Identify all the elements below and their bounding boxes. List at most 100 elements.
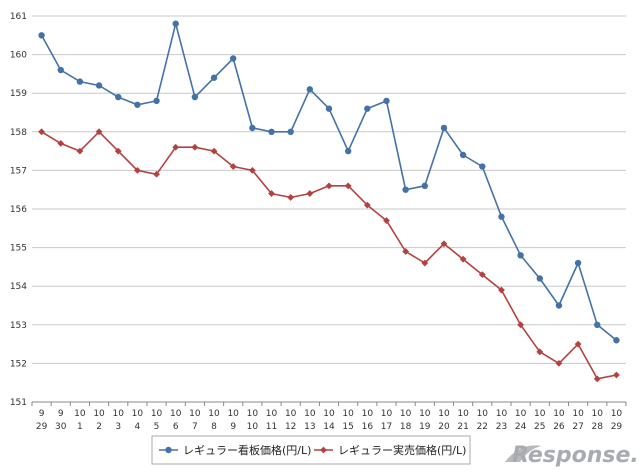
x-tick-label-day: 18 (400, 422, 412, 432)
x-tick-label-day: 21 (457, 422, 468, 432)
x-tick-label-month: 10 (400, 409, 412, 419)
x-tick-label-day: 2 (96, 422, 102, 432)
legend-box (151, 435, 471, 465)
series-0-point (95, 82, 103, 89)
x-tick-label-day: 29 (611, 422, 623, 432)
x-tick-label-day: 26 (553, 422, 565, 432)
y-tick-label: 157 (10, 166, 27, 176)
series-0-point (555, 302, 563, 309)
x-tick-label-day: 15 (342, 422, 353, 432)
x-tick-label-day: 29 (36, 422, 48, 432)
x-tick-label-day: 11 (266, 422, 277, 432)
legend-marker-0 (165, 446, 172, 454)
x-tick-label-day: 4 (135, 422, 141, 432)
series-1-point (153, 170, 160, 178)
series-0-point (191, 93, 199, 101)
x-tick-label-month: 10 (342, 409, 354, 419)
series-0-point (76, 78, 84, 85)
series-1-point (38, 128, 45, 136)
x-tick-label-month: 10 (381, 409, 393, 419)
series-1-point (191, 143, 199, 151)
series-1-point (76, 147, 84, 155)
y-tick-label: 160 (10, 51, 27, 61)
x-tick-label-day: 17 (381, 422, 392, 432)
x-tick-label-month: 10 (553, 409, 565, 419)
series-1-point (306, 190, 314, 197)
series-0-point (134, 101, 141, 108)
series-0-point (421, 182, 429, 190)
x-tick-label-day: 22 (477, 422, 488, 432)
x-tick-label-month: 10 (285, 409, 297, 419)
watermark-text: Response. (512, 443, 639, 468)
x-tick-label-day: 5 (154, 422, 160, 432)
x-tick-label-day: 16 (362, 422, 374, 432)
series-1-point (57, 139, 65, 147)
x-tick-label-day: 9 (230, 422, 236, 432)
series-1-point (555, 360, 563, 367)
y-tick-label: 155 (10, 244, 27, 254)
x-tick-label-day: 24 (515, 422, 527, 432)
series-0-point (613, 337, 620, 344)
x-tick-label-day: 8 (211, 422, 217, 432)
x-tick-label-day: 14 (323, 422, 335, 432)
x-tick-label-month: 10 (457, 409, 469, 419)
x-tick-label-day: 23 (496, 422, 507, 432)
series-0-point (115, 93, 122, 101)
x-tick-label-month: 10 (208, 409, 220, 419)
x-tick-label-month: 10 (266, 409, 278, 419)
x-tick-label-day: 7 (192, 422, 198, 432)
x-tick-label-month: 10 (362, 409, 374, 419)
series-0-point (210, 74, 218, 81)
x-tick-label-month: 10 (93, 409, 105, 419)
series-1-point (478, 271, 486, 279)
x-tick-label-month: 10 (477, 409, 489, 419)
x-tick-label-month: 10 (189, 409, 201, 419)
x-tick-label-month: 10 (419, 409, 431, 419)
series-1-point (344, 182, 352, 190)
x-tick-label-month: 10 (534, 409, 546, 419)
x-tick-label-month: 10 (572, 409, 584, 419)
series-1-point (229, 163, 237, 170)
series-1-point (114, 147, 122, 155)
series-0-point (268, 128, 275, 135)
x-axis: 9 29 9 30 10 1 10 2 10 3 10 4 10 5 10 6 10 7 10 8 10 9 10 10 10 1… (31, 402, 627, 432)
y-tick-label: 159 (10, 89, 27, 99)
x-tick-label-month: 10 (438, 409, 450, 419)
series-0-point (383, 97, 390, 105)
series-0-point (249, 124, 256, 132)
x-tick-label-month: 10 (323, 409, 335, 419)
series-0-point (38, 32, 45, 39)
plot-area (38, 20, 620, 383)
series-0-point (574, 259, 582, 267)
series-line-1 (41, 131, 617, 380)
x-tick-label-day: 30 (55, 422, 67, 432)
series-1-point (459, 255, 467, 263)
legend-marker-1 (320, 446, 327, 454)
series-line-0 (40, 22, 617, 341)
watermark: Response. (505, 443, 639, 468)
series-1-point (248, 167, 256, 174)
series-0-point (402, 186, 409, 193)
series-0-point (325, 105, 333, 112)
series-1-point (402, 248, 410, 255)
x-tick-label-day: 6 (173, 422, 179, 432)
y-tick-label: 152 (10, 359, 27, 369)
x-tick-label-month: 10 (151, 409, 163, 419)
x-tick-label-month: 9 (39, 409, 45, 419)
x-tick-label-day: 12 (285, 422, 296, 432)
legend-label-0: レギュラー看板価格(円/L) (183, 443, 311, 457)
series-0-point (536, 275, 543, 282)
series-0-point (459, 151, 467, 159)
series-0-point (498, 213, 505, 220)
series-0-point (594, 321, 601, 328)
x-tick-label-day: 3 (115, 422, 121, 432)
series-0-point (440, 124, 448, 132)
series-1-point (421, 259, 429, 267)
series-1-point (383, 217, 390, 224)
x-tick-label-month: 10 (227, 409, 239, 419)
x-tick-label-month: 10 (74, 409, 86, 419)
series-1-point (325, 182, 333, 190)
series-1-point (210, 147, 218, 155)
y-tick-label: 156 (10, 205, 27, 215)
